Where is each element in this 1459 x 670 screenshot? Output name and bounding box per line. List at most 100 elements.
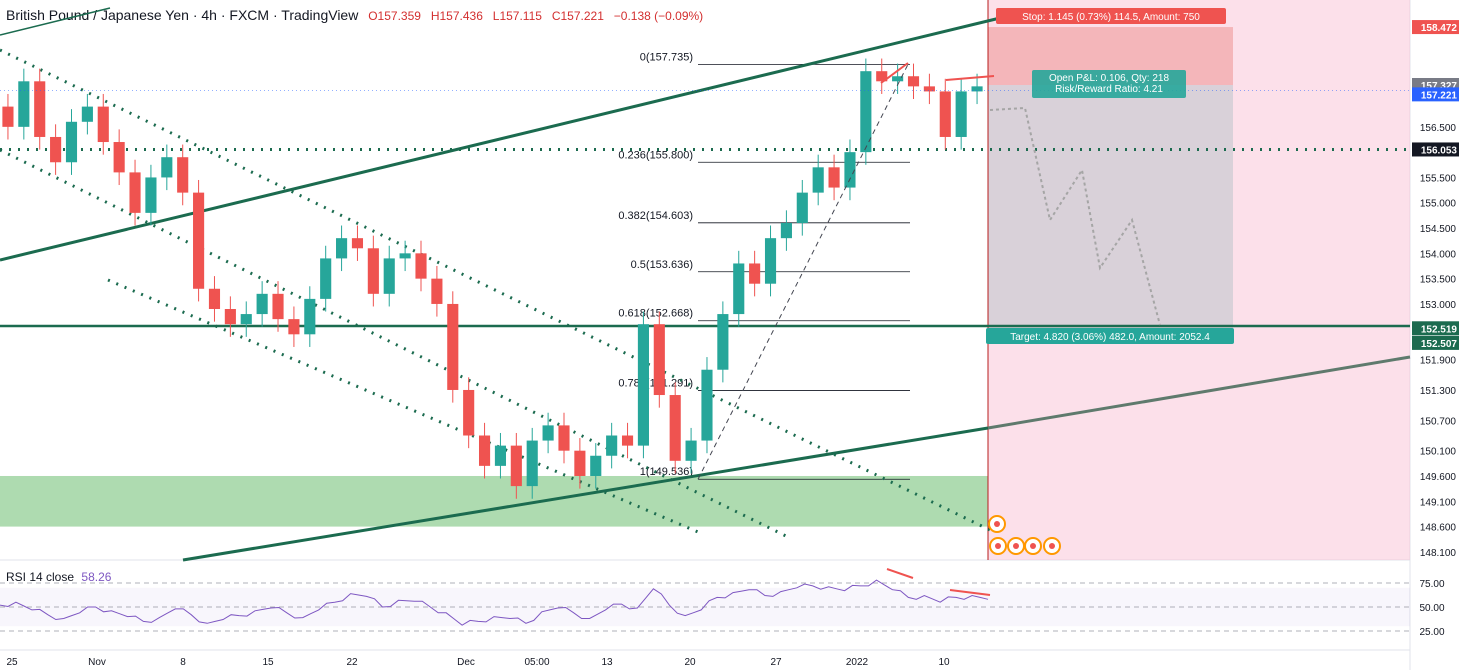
candle — [81, 93, 93, 135]
projected-path — [989, 106, 1161, 326]
timeframe[interactable]: 4h — [201, 7, 217, 23]
candle — [50, 124, 62, 175]
candle-body — [590, 455, 602, 476]
candle — [892, 63, 904, 94]
trendline-extension — [987, 355, 1411, 430]
price-axis-tick: 157.327 — [1421, 81, 1458, 92]
candle — [256, 281, 268, 327]
candle-body — [447, 303, 459, 390]
event-dot-icon — [1049, 543, 1055, 549]
divergence-line-price — [945, 75, 995, 81]
rsi-header: RSI 14 close 58.26 — [6, 570, 111, 584]
rsi-axis-tick: 50.00 — [1419, 603, 1444, 614]
candle — [113, 129, 125, 186]
price-axis-tick: 156.500 — [1420, 123, 1457, 134]
fib-anchor-line — [697, 64, 909, 480]
rsi-axis-tick: 25.00 — [1419, 627, 1444, 638]
event-dot-icon — [994, 521, 1000, 527]
candle — [749, 250, 761, 297]
candle — [923, 73, 935, 105]
candle-body — [415, 253, 427, 279]
candle-body — [494, 445, 507, 466]
price-axis-badge — [1412, 142, 1459, 157]
candle — [447, 291, 459, 403]
candle-body — [463, 389, 475, 436]
candle — [796, 179, 808, 236]
time-axis-tick: 8 — [180, 657, 186, 668]
candle-body — [764, 238, 777, 284]
separator: · — [272, 7, 278, 23]
candle — [240, 301, 252, 337]
rsi-label[interactable]: RSI 14 close — [6, 570, 75, 584]
candle-body — [685, 440, 697, 461]
candle — [272, 281, 284, 332]
platform: TradingView — [281, 7, 359, 23]
candle-body — [224, 309, 236, 325]
fib-level-label: 0.618(152.668) — [618, 308, 693, 320]
candle-body — [18, 81, 30, 127]
candle — [574, 438, 586, 489]
candle-body — [320, 258, 332, 299]
symbol-name[interactable]: British Pound / Japanese Yen — [6, 7, 189, 23]
price-axis-tick: 156.053 — [1421, 145, 1458, 156]
time-axis-tick: 22 — [346, 657, 358, 668]
event-dot-icon — [995, 543, 1001, 549]
price-axis-tick: 151.900 — [1420, 356, 1457, 367]
candle — [34, 68, 46, 150]
candle — [637, 311, 649, 459]
candle — [431, 265, 443, 317]
time-axis-tick: 13 — [601, 657, 613, 668]
candle — [780, 210, 792, 251]
target-label-bg — [986, 328, 1234, 344]
price-axis-tick: 153.000 — [1420, 300, 1457, 311]
ohlc-low: L157.115 — [492, 9, 542, 23]
time-axis-tick: 10 — [938, 657, 950, 668]
separator: · — [192, 7, 198, 23]
lower-trendline — [182, 426, 989, 562]
candle — [844, 139, 856, 201]
candle-body — [971, 86, 983, 92]
price-axis-tick: 158.472 — [1421, 23, 1458, 34]
chart-header: British Pound / Japanese Yen · 4h · FXCM… — [6, 7, 703, 23]
candle — [145, 164, 157, 226]
candle — [97, 93, 109, 155]
candle — [320, 245, 332, 312]
candle — [510, 432, 522, 499]
ohlc-change: −0.138 (−0.09%) — [613, 9, 704, 23]
fib-level-label: 0.5(153.636) — [631, 259, 693, 271]
divergence-line-price — [880, 62, 909, 84]
candle-body — [81, 106, 93, 122]
divergence-line-rsi — [949, 589, 991, 596]
candle-body — [637, 324, 649, 446]
price-axis-tick: 148.600 — [1420, 523, 1457, 534]
price-axis-tick: 152.507 — [1421, 339, 1458, 350]
candle — [463, 377, 475, 449]
price-axis-badge — [1412, 321, 1459, 336]
time-axis-tick: 2022 — [846, 657, 869, 668]
time-axis-tick: 27 — [770, 657, 782, 668]
rsi-axis-tick: 75.00 — [1419, 579, 1444, 590]
candle — [65, 109, 78, 175]
candle-body — [780, 222, 792, 239]
time-axis-tick: 15 — [262, 657, 274, 668]
price-axis-tick: 149.600 — [1420, 472, 1457, 483]
candle — [876, 58, 888, 94]
candle — [304, 286, 316, 347]
candle — [955, 78, 967, 150]
candle — [383, 245, 395, 307]
candle-body — [34, 81, 46, 137]
candle-body — [113, 142, 125, 173]
candle — [653, 311, 665, 408]
candle — [860, 58, 872, 165]
candle — [701, 357, 713, 454]
candle-body — [717, 314, 729, 370]
stop-label: Stop: 1.145 (0.73%) 114.5, Amount: 750 — [1022, 12, 1200, 23]
fib-level-label: 1(149.536) — [640, 466, 693, 478]
candle — [415, 240, 427, 292]
candle — [18, 68, 30, 140]
candle-body — [892, 76, 904, 82]
candle-body — [733, 263, 745, 315]
candle-body — [876, 71, 888, 82]
rsi-value: 58.26 — [81, 570, 112, 584]
